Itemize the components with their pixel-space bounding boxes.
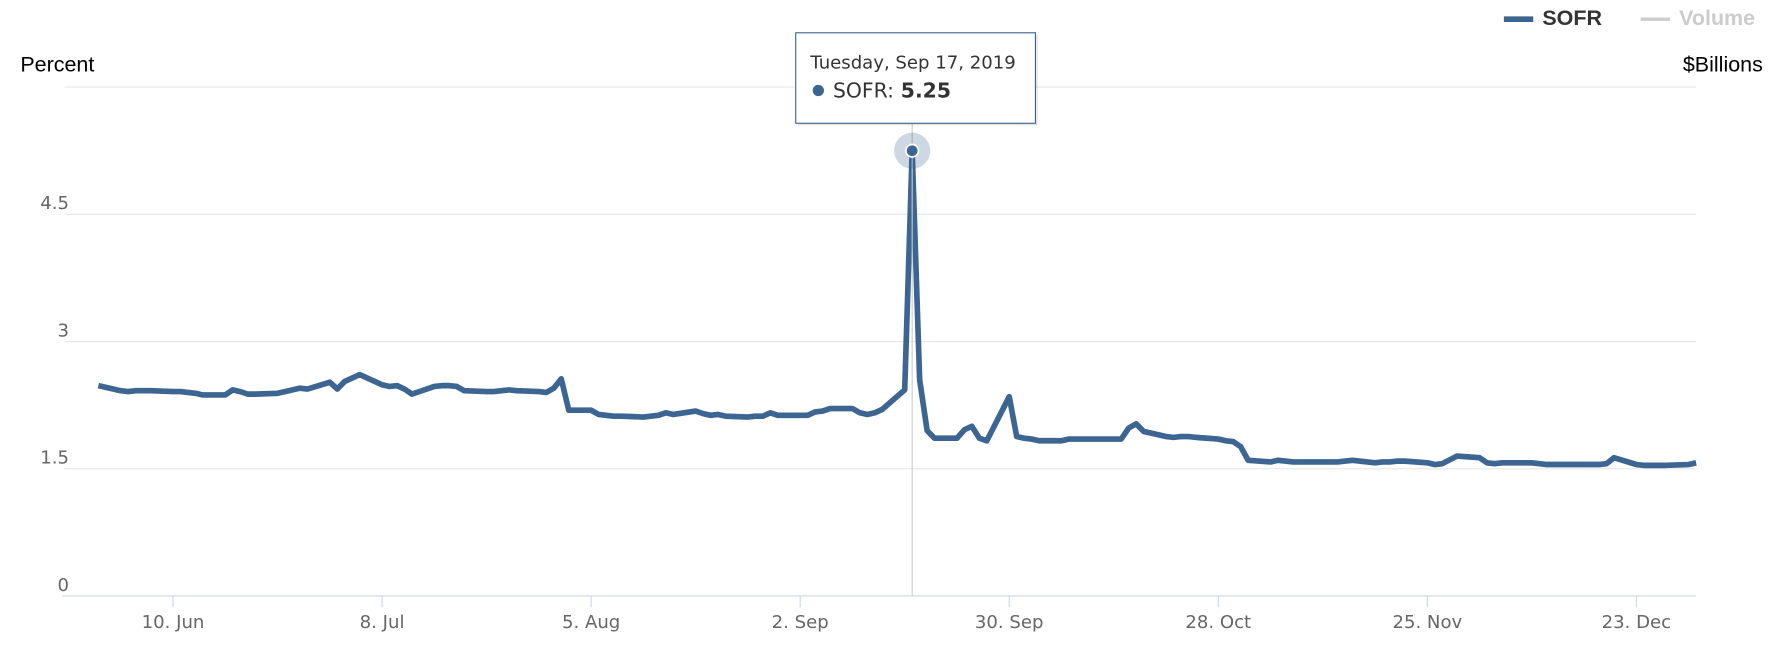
x-tick-label: 25. Nov: [1392, 612, 1462, 633]
x-tick-label: 2. Sep: [772, 612, 829, 633]
x-tick-label: 23. Dec: [1602, 612, 1671, 633]
tooltip-box: [795, 32, 1036, 124]
x-tick-label: 28. Oct: [1185, 612, 1251, 633]
series-line: [97, 147, 1697, 469]
legend-label[interactable]: Volume: [1679, 6, 1755, 30]
legend-label[interactable]: SOFR: [1542, 6, 1602, 30]
y-tick-label: 1.5: [40, 448, 69, 469]
tooltip-header: Tuesday, Sep 17, 2019: [809, 52, 1015, 73]
x-tick-label: 5. Aug: [562, 612, 620, 633]
hover-point: [905, 143, 920, 158]
x-tick-label: 30. Sep: [975, 612, 1044, 633]
tooltip-dot: [812, 84, 824, 97]
tooltip: Tuesday, Sep 17, 2019 SOFR: 5.25: [795, 32, 1038, 126]
y-axis-title: Percent: [20, 52, 94, 76]
y-tick-label: 4.5: [40, 193, 69, 214]
tooltip-label: SOFR:: [833, 79, 894, 103]
x-tick-label: 8. Jul: [360, 612, 405, 633]
x-tick-label: 10. Jun: [142, 612, 205, 633]
tooltip-value: 5.25: [901, 79, 951, 103]
y-tick-label: 3: [57, 320, 69, 341]
y-tick-label: 0: [57, 575, 69, 596]
y2-axis-title: $Billions: [1683, 52, 1763, 76]
